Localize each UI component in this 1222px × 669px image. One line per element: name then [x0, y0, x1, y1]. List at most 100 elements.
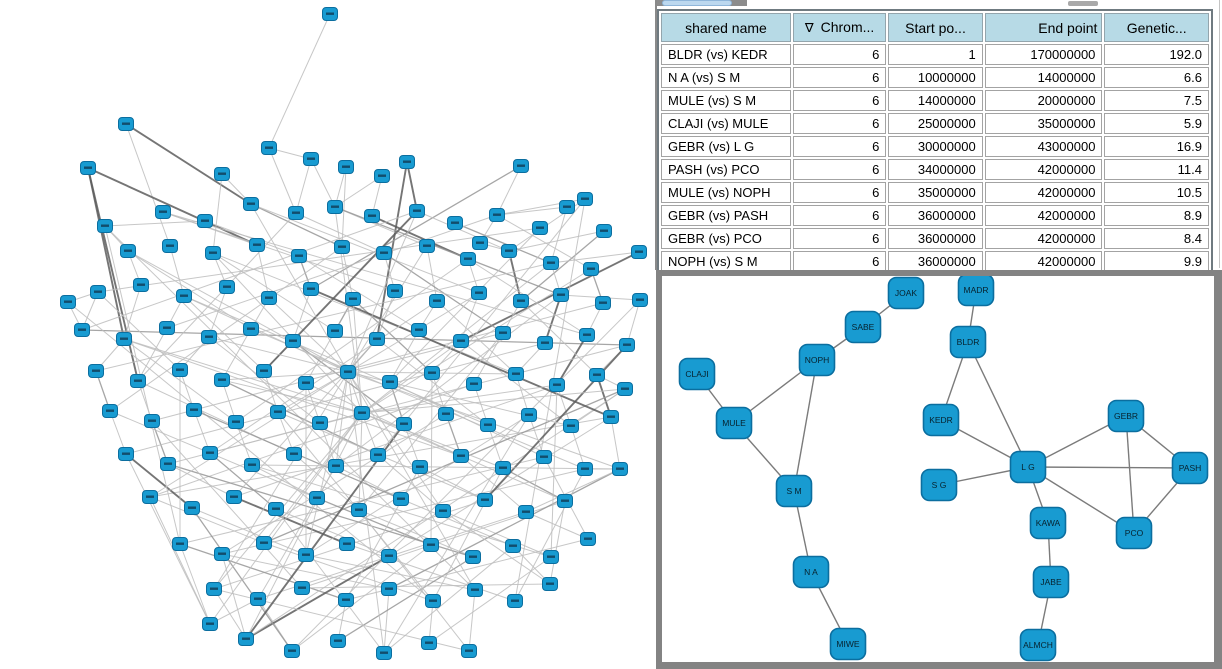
- cell-shared_name[interactable]: PASH (vs) PCO: [661, 159, 791, 180]
- overview-edge[interactable]: [109, 246, 343, 412]
- detail-node-box[interactable]: [844, 310, 882, 344]
- cell-end_point[interactable]: 42000000: [984, 182, 1103, 203]
- cell-end_point[interactable]: 42000000: [984, 159, 1103, 180]
- overview-node[interactable]: [184, 501, 200, 515]
- overview-edge[interactable]: [95, 262, 552, 372]
- overview-edge[interactable]: [454, 222, 552, 264]
- overview-edge[interactable]: [496, 206, 568, 216]
- overview-edge[interactable]: [361, 340, 462, 414]
- overview-edge[interactable]: [251, 464, 552, 558]
- overview-node[interactable]: [589, 368, 605, 382]
- overview-edge[interactable]: [377, 198, 586, 456]
- overview-node[interactable]: [270, 405, 286, 419]
- overview-edge[interactable]: [169, 245, 185, 297]
- cell-end_point[interactable]: 20000000: [984, 90, 1103, 111]
- cell-start_point[interactable]: 25000000: [888, 113, 983, 134]
- overview-node[interactable]: [159, 321, 175, 335]
- overview-node[interactable]: [243, 197, 259, 211]
- overview-node[interactable]: [632, 293, 648, 307]
- overview-node[interactable]: [160, 457, 176, 471]
- detail-node-S G[interactable]: S G: [920, 468, 958, 502]
- overview-edge[interactable]: [127, 250, 349, 373]
- overview-node[interactable]: [489, 208, 505, 222]
- cell-shared_name[interactable]: BLDR (vs) KEDR: [661, 44, 791, 65]
- cell-end_point[interactable]: 35000000: [984, 113, 1103, 134]
- cell-shared_name[interactable]: NOPH (vs) S M: [661, 251, 791, 272]
- overview-edge[interactable]: [442, 510, 552, 558]
- overview-node[interactable]: [116, 332, 132, 346]
- column-header-shared_name[interactable]: shared name: [661, 13, 791, 42]
- overview-edge[interactable]: [556, 334, 588, 386]
- cell-start_point[interactable]: 1: [888, 44, 983, 65]
- overview-edge[interactable]: [221, 379, 363, 414]
- overview-node[interactable]: [557, 494, 573, 508]
- overview-edge[interactable]: [361, 412, 504, 469]
- cell-start_point[interactable]: 10000000: [888, 67, 983, 88]
- overview-node[interactable]: [603, 410, 619, 424]
- overview-edge[interactable]: [263, 542, 434, 602]
- overview-edge[interactable]: [123, 338, 462, 457]
- overview-edge[interactable]: [525, 468, 621, 513]
- overview-edge[interactable]: [167, 463, 235, 498]
- overview-edge[interactable]: [209, 412, 363, 625]
- overview-node[interactable]: [532, 221, 548, 235]
- overview-node[interactable]: [162, 239, 178, 253]
- overview-edge[interactable]: [125, 453, 211, 625]
- overview-edge[interactable]: [383, 545, 514, 654]
- detail-node-CLAJI[interactable]: CLAJI: [678, 357, 716, 391]
- overview-node[interactable]: [429, 294, 445, 308]
- overview-node[interactable]: [466, 377, 482, 391]
- overview-edge[interactable]: [388, 468, 621, 590]
- overview-edge[interactable]: [295, 158, 312, 214]
- cell-shared_name[interactable]: GEBR (vs) L G: [661, 136, 791, 157]
- overview-node[interactable]: [583, 262, 599, 276]
- overview-node[interactable]: [374, 169, 390, 183]
- filter-icon[interactable]: ∇: [804, 20, 814, 35]
- overview-node[interactable]: [309, 491, 325, 505]
- overview-node[interactable]: [465, 550, 481, 564]
- scrollbar-thumb-gray[interactable]: [1068, 1, 1098, 6]
- overview-edge[interactable]: [97, 227, 541, 293]
- overview-edge[interactable]: [508, 230, 605, 252]
- overview-node[interactable]: [340, 365, 356, 379]
- cell-shared_name[interactable]: CLAJI (vs) MULE: [661, 113, 791, 134]
- cell-shared_name[interactable]: MULE (vs) NOPH: [661, 182, 791, 203]
- overview-edge[interactable]: [179, 543, 347, 601]
- detail-node-box[interactable]: [1019, 628, 1057, 662]
- cell-genetic[interactable]: 6.6: [1104, 67, 1209, 88]
- overview-edge[interactable]: [166, 214, 498, 329]
- overview-edge[interactable]: [263, 412, 363, 544]
- overview-node[interactable]: [412, 460, 428, 474]
- overview-edge[interactable]: [245, 555, 390, 640]
- overview-edge[interactable]: [137, 327, 168, 382]
- cell-chromosome[interactable]: 6: [792, 182, 887, 203]
- detail-node-L G[interactable]: L G: [1009, 450, 1047, 484]
- overview-node[interactable]: [381, 549, 397, 563]
- table-row[interactable]: N A (vs) S M 6 10000000 14000000 6.6: [661, 67, 1209, 88]
- overview-edge[interactable]: [268, 13, 331, 149]
- table-row[interactable]: NOPH (vs) S M 6 36000000 42000000 9.9: [661, 251, 1209, 272]
- overview-node[interactable]: [596, 224, 612, 238]
- overview-edge[interactable]: [337, 556, 474, 642]
- overview-node[interactable]: [244, 458, 260, 472]
- cell-chromosome[interactable]: 6: [792, 251, 887, 272]
- overview-node[interactable]: [376, 646, 392, 660]
- overview-edge[interactable]: [221, 371, 349, 381]
- overview-edge[interactable]: [345, 466, 421, 601]
- overview-edge[interactable]: [514, 468, 586, 602]
- overview-edge[interactable]: [334, 175, 383, 208]
- cell-genetic[interactable]: 5.9: [1104, 113, 1209, 134]
- overview-edge[interactable]: [460, 251, 640, 342]
- cell-chromosome[interactable]: 6: [792, 205, 887, 226]
- cell-chromosome[interactable]: 6: [792, 113, 887, 134]
- overview-node[interactable]: [513, 159, 529, 173]
- overview-node[interactable]: [133, 278, 149, 292]
- overview-node[interactable]: [172, 363, 188, 377]
- overview-edge[interactable]: [358, 509, 474, 558]
- cell-start_point[interactable]: 35000000: [888, 182, 983, 203]
- overview-node[interactable]: [120, 244, 136, 258]
- detail-node-box[interactable]: [775, 474, 813, 508]
- overview-node[interactable]: [617, 382, 633, 396]
- overview-edge[interactable]: [426, 245, 438, 302]
- overview-node[interactable]: [268, 502, 284, 516]
